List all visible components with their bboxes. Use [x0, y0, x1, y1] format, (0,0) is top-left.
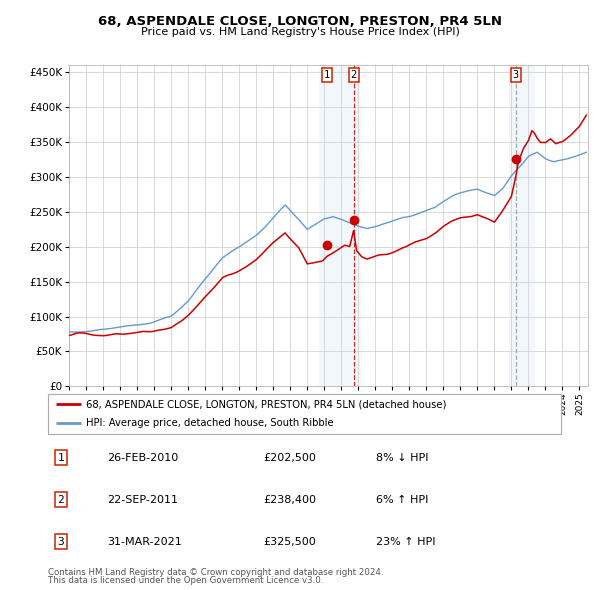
Text: 6% ↑ HPI: 6% ↑ HPI [376, 495, 428, 504]
Text: 1: 1 [58, 453, 64, 463]
Text: 8% ↓ HPI: 8% ↓ HPI [376, 453, 429, 463]
Text: Contains HM Land Registry data © Crown copyright and database right 2024.: Contains HM Land Registry data © Crown c… [48, 568, 383, 576]
Bar [319, 65, 360, 386]
Text: 3: 3 [512, 70, 519, 80]
Text: 22-SEP-2011: 22-SEP-2011 [107, 495, 178, 504]
Text: 26-FEB-2010: 26-FEB-2010 [107, 453, 178, 463]
Text: This data is licensed under the Open Government Licence v3.0.: This data is licensed under the Open Gov… [48, 576, 323, 585]
Text: 3: 3 [58, 537, 64, 547]
Text: Price paid vs. HM Land Registry's House Price Index (HPI): Price paid vs. HM Land Registry's House … [140, 27, 460, 37]
Text: £238,400: £238,400 [263, 495, 316, 504]
Bar [509, 65, 535, 386]
Text: 2: 2 [58, 495, 64, 504]
Text: 68, ASPENDALE CLOSE, LONGTON, PRESTON, PR4 5LN (detached house): 68, ASPENDALE CLOSE, LONGTON, PRESTON, P… [86, 399, 447, 409]
Text: 1: 1 [323, 70, 330, 80]
Text: 68, ASPENDALE CLOSE, LONGTON, PRESTON, PR4 5LN: 68, ASPENDALE CLOSE, LONGTON, PRESTON, P… [98, 15, 502, 28]
Text: 23% ↑ HPI: 23% ↑ HPI [376, 537, 436, 547]
FancyBboxPatch shape [48, 394, 561, 434]
Text: HPI: Average price, detached house, South Ribble: HPI: Average price, detached house, Sout… [86, 418, 334, 428]
Text: 2: 2 [350, 70, 356, 80]
Text: £325,500: £325,500 [263, 537, 316, 547]
Text: £202,500: £202,500 [263, 453, 316, 463]
Text: 31-MAR-2021: 31-MAR-2021 [107, 537, 182, 547]
